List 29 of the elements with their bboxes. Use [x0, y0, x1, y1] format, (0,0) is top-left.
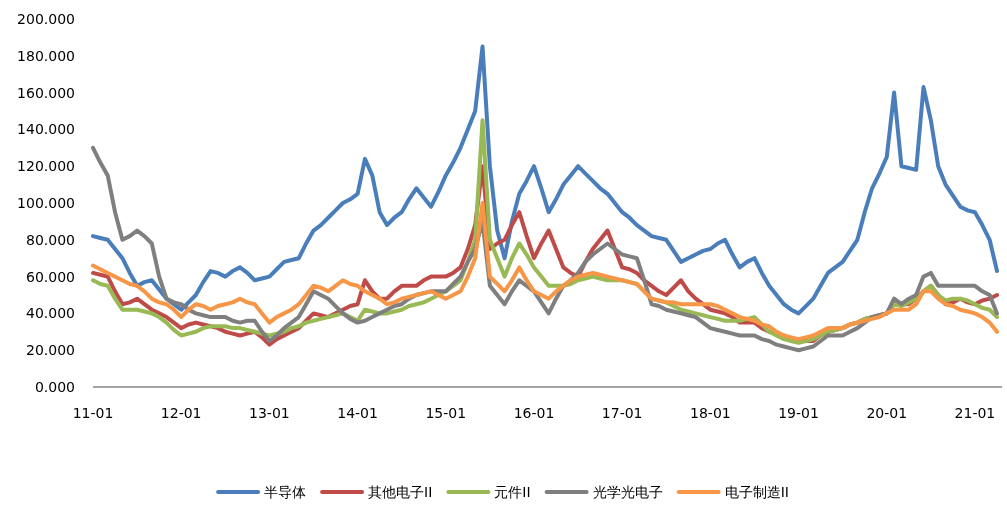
x-tick-label: 19-01 — [778, 405, 819, 421]
y-tick-label: 140.000 — [17, 121, 75, 138]
line-series — [91, 44, 999, 316]
y-tick-label: 200.000 — [17, 11, 75, 27]
x-tick-label: 15-01 — [425, 405, 467, 421]
y-tick-label: 40.000 — [26, 305, 75, 322]
legend-label: 光学光电子 — [592, 484, 663, 500]
x-tick-label: 18-01 — [690, 405, 731, 421]
y-tick-label: 180.000 — [17, 47, 75, 64]
y-tick-label: 160.000 — [17, 84, 75, 101]
x-tick-label: 11-01 — [72, 405, 114, 421]
x-tick-label: 21-01 — [954, 405, 996, 421]
y-tick-label: 120.000 — [17, 158, 75, 175]
x-tick-label: 12-01 — [160, 405, 202, 421]
y-tick-label: 20.000 — [26, 342, 75, 359]
line-series — [91, 201, 999, 342]
legend-label: 元件II — [494, 484, 531, 500]
legend-label: 其他电子II — [368, 484, 433, 500]
y-tick-label: 60.000 — [26, 268, 75, 285]
x-tick-label: 16-01 — [513, 405, 555, 421]
y-tick-label: 0.000 — [34, 379, 75, 395]
legend-label: 半导体 — [264, 484, 307, 500]
x-tick-label: 20-01 — [866, 405, 908, 421]
y-tick-label: 80.000 — [26, 231, 75, 248]
x-tick-label: 17-01 — [601, 405, 643, 421]
x-tick-label: 14-01 — [337, 405, 378, 421]
legend-label: 电子制造II — [724, 484, 789, 500]
y-tick-label: 100.000 — [17, 195, 75, 211]
x-tick-label: 13-01 — [249, 405, 290, 421]
